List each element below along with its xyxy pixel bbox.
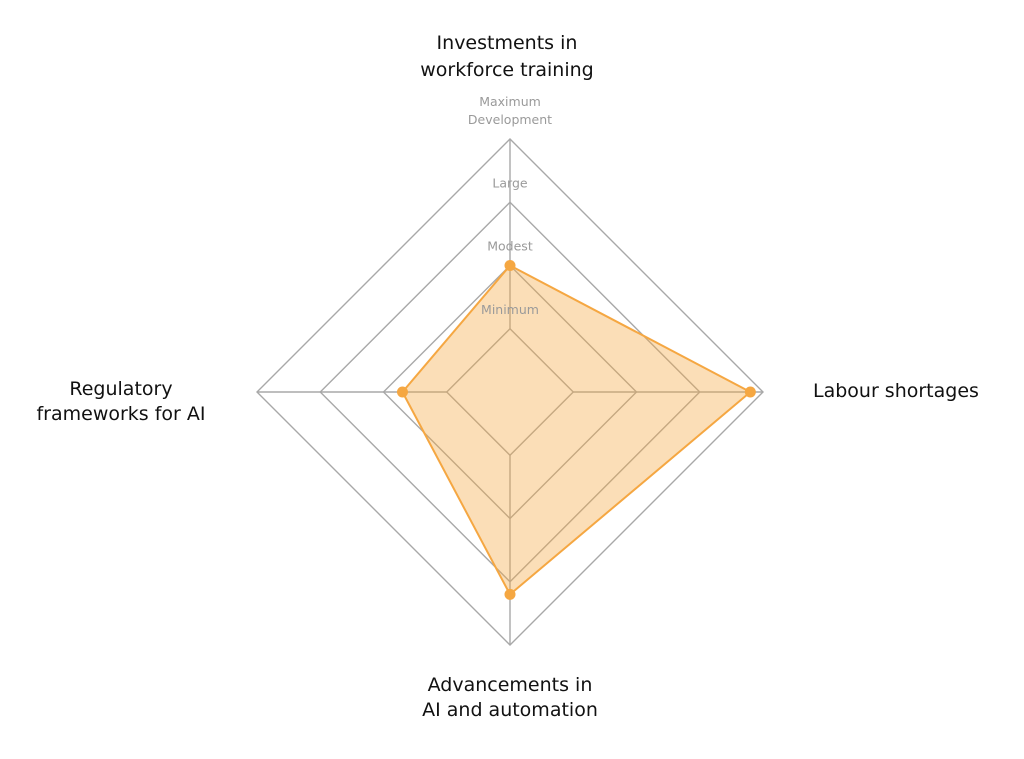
data-point-right: [744, 386, 756, 398]
level-label: Modest: [487, 239, 533, 254]
axis-label-bottom: Advancements in: [428, 674, 593, 696]
axis-label-bottom: AI and automation: [422, 699, 598, 721]
level-label: Large: [492, 175, 527, 190]
level-label: Minimum: [481, 302, 539, 317]
axis-label-top: workforce training: [420, 59, 593, 81]
level-label: Maximum: [479, 94, 541, 109]
level-labels: Minimum Modest Large Maximum Development: [468, 94, 552, 317]
level-label: Development: [468, 112, 552, 127]
data-point-top: [504, 260, 516, 271]
radar-series: [396, 260, 756, 600]
axis-label-top: Investments in: [437, 32, 578, 54]
axis-label-left: Regulatory: [69, 378, 172, 400]
axis-labels: Investments in workforce training Labour s…: [36, 32, 978, 721]
series-area: [401, 264, 752, 596]
data-point-left: [396, 386, 408, 398]
axis-label-left: frameworks for AI: [36, 403, 205, 425]
data-point-bottom: [504, 588, 516, 600]
axis-label-right: Labour shortages: [813, 380, 979, 402]
radar-grid: [256, 138, 764, 646]
